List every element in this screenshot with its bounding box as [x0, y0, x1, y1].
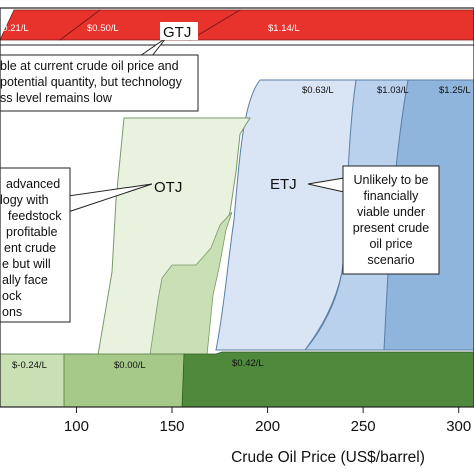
gtj-callout: GTJ ble at current crude oil price and p… [0, 22, 199, 112]
x-tick-label: 300 [446, 418, 471, 435]
gtj-callout-line-2: potential quantity, but technology [0, 75, 183, 89]
otj-callout-line-4: profitable [6, 225, 57, 239]
otj-callout-line-2: logy with [0, 193, 49, 207]
otj-callout-line-9: ons [2, 305, 22, 319]
otj-callout-line-6: e but will [2, 257, 51, 271]
x-tick-label: 150 [160, 418, 185, 435]
gtj-callout-box [0, 54, 199, 112]
gtj-label-box [160, 22, 198, 40]
x-axis: 100 150 200 250 300 [64, 407, 471, 435]
otj-callout-line-1: advanced [6, 177, 60, 191]
x-tick-label: 250 [351, 418, 376, 435]
etj-callout: Unlikely to be financially viable under … [307, 165, 440, 275]
low-band-area-3 [181, 351, 474, 408]
low-band-area-2 [63, 353, 185, 408]
otj-area: OTJ [97, 117, 251, 356]
etj-callout-line-6: scenario [367, 253, 414, 267]
otj-callout-box [0, 167, 71, 323]
gtj-region-label: GTJ [163, 24, 191, 41]
gtj-price-label-2: $0.50/L [87, 23, 119, 34]
otj-callout-line-8: ock [2, 289, 22, 303]
etj-callout-line-4: present crude [353, 221, 429, 235]
x-axis-title: Crude Oil Price (US$/barrel) [231, 449, 425, 466]
gtj-price-label-1: $0.21/L [0, 23, 29, 34]
etj-callout-line-3: viable under [357, 205, 425, 219]
gtj-callout-line-3: ss level remains low [0, 91, 113, 105]
otj-callout-line-7: ally face [2, 273, 48, 287]
etj-callout-line-5: oil price [369, 237, 412, 251]
low-price-label-3: $0.42/L [232, 358, 264, 369]
etj-callout-line-1: Unlikely to be [353, 173, 428, 187]
x-tick-label: 100 [64, 418, 89, 435]
plot-frame [0, 7, 474, 408]
low-price-label-1: $-0.24/L [12, 360, 47, 371]
otj-callout-line-3: feedstock [8, 209, 62, 223]
otj-callout: advanced logy with feedstock profitable … [0, 167, 153, 323]
otj-mid-band [149, 211, 233, 356]
low-band: $-0.24/L $0.00/L $0.42/L [0, 351, 474, 408]
etj-price-label-1: $0.63/L [302, 85, 334, 96]
etj-price-label-3: $1.25/L [439, 85, 471, 96]
etj-callout-line-2: financially [364, 189, 420, 203]
gtj-callout-line-1: ble at current crude oil price and [0, 59, 179, 73]
etj-price-label-2: $1.03/L [377, 85, 409, 96]
gtj-area-3 [188, 9, 474, 41]
gtj-band: $0.21/L $0.50/L $1.14/L [0, 7, 474, 46]
etj-region-label: ETJ [270, 176, 297, 193]
gtj-price-label-3: $1.14/L [268, 23, 300, 34]
etj-callout-box [342, 165, 440, 275]
otj-callout-line-5: ent crude [4, 241, 56, 255]
x-tick-label: 200 [255, 418, 280, 435]
otj-region-label: OTJ [154, 179, 182, 196]
low-price-label-2: $0.00/L [114, 360, 146, 371]
